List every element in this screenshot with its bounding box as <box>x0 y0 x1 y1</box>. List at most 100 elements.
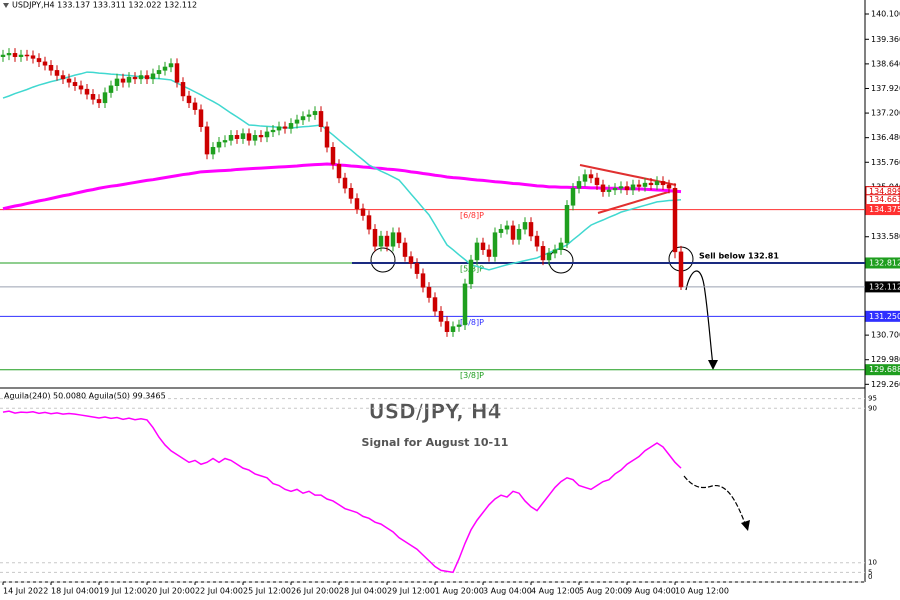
candle-body <box>66 78 72 83</box>
candle-body <box>0 54 6 57</box>
candle-body <box>300 116 306 121</box>
candle-body <box>672 187 678 253</box>
candle-body <box>84 88 90 95</box>
y-tick-label: 129.980 <box>871 355 900 364</box>
candle-body <box>336 164 342 179</box>
candle-body <box>324 126 330 148</box>
candle-body <box>252 135 258 141</box>
candle-body <box>294 119 300 124</box>
chart-title: USD/JPY, H4 <box>368 400 501 424</box>
x-tick-label: 3 Aug 04:00 <box>483 587 532 596</box>
candle-body <box>654 181 660 186</box>
candle-body <box>114 78 120 86</box>
arrow-head <box>708 360 718 370</box>
candle-body <box>378 235 384 247</box>
indicator-header: Aguila(240) 50.0080 Aguila(50) 99.3465 <box>4 392 166 401</box>
candle-body <box>144 75 150 80</box>
y-tick-label: 136.480 <box>871 133 900 142</box>
candle-body <box>348 187 354 199</box>
candle-body <box>120 78 126 83</box>
candle-body <box>258 135 264 138</box>
candle-body <box>342 177 348 189</box>
candle-body <box>354 198 360 209</box>
candle-body <box>96 99 102 104</box>
x-tick-label: 14 Jul 2022 <box>3 587 48 596</box>
price-tag-label: 134.899 <box>869 187 900 196</box>
arrow-head <box>741 520 750 531</box>
candle-body <box>558 242 564 250</box>
y-tick-label: 10 <box>868 559 877 567</box>
candle-body <box>246 133 252 141</box>
candle-body <box>186 95 192 104</box>
x-tick-label: 22 Jul 04:00 <box>195 587 243 596</box>
arrow-path <box>683 475 747 527</box>
candle-body <box>456 324 462 327</box>
x-tick-label: 10 Aug 12:00 <box>675 587 729 596</box>
x-tick-label: 25 Jul 12:00 <box>243 587 291 596</box>
y-tick-label: 133.580 <box>871 232 900 241</box>
level-label: [3/8]P <box>460 371 484 380</box>
x-tick-label: 29 Jul 12:00 <box>387 587 435 596</box>
candle-body <box>648 182 654 186</box>
candle-body <box>402 242 408 257</box>
candle-body <box>306 114 312 117</box>
price-tag-label: 131.250 <box>869 312 900 321</box>
candle-body <box>162 66 168 71</box>
candle-body <box>330 146 336 165</box>
chart-header: USDJPY,H4 133.137 133.311 132.022 132.11… <box>12 1 197 10</box>
price-tag <box>865 310 900 322</box>
x-tick-label: 20 Jul 20:00 <box>147 587 195 596</box>
sell-annotation: Sell below 132.81 <box>699 252 779 261</box>
candle-body <box>552 249 558 254</box>
candle-body <box>150 73 156 80</box>
y-tick-label: 137.920 <box>871 84 900 93</box>
y-tick-label: 140.100 <box>871 10 900 19</box>
x-tick-label: 19 Jul 12:00 <box>99 587 147 596</box>
candle-body <box>468 259 474 285</box>
candle-body <box>546 252 552 261</box>
x-tick-label: 18 Jul 04:00 <box>51 587 99 596</box>
price-tag-label: 129.688 <box>869 365 900 374</box>
candle-body <box>450 326 456 332</box>
y-tick-label: 0 <box>868 573 872 581</box>
candle-body <box>318 111 324 127</box>
candle-body <box>72 82 78 86</box>
price-tag <box>865 281 900 293</box>
candle-body <box>108 85 114 93</box>
candle-body <box>156 70 162 75</box>
candle-body <box>474 242 480 261</box>
candle-body <box>168 63 174 68</box>
indicator-line <box>2 410 682 574</box>
candle-body <box>312 111 318 116</box>
candle-body <box>102 92 108 104</box>
candle-body <box>42 61 48 66</box>
x-tick-label: 28 Jul 04:00 <box>339 587 387 596</box>
candle-body <box>462 283 468 326</box>
candle-body <box>438 310 444 322</box>
candle-body <box>564 205 570 244</box>
price-tag-label: 132.112 <box>869 282 900 291</box>
x-tick-label: 4 Aug 12:00 <box>531 587 580 596</box>
candle-body <box>126 76 132 83</box>
candle-body <box>408 256 414 264</box>
candle-body <box>528 222 534 237</box>
y-tick-label: 139.360 <box>871 35 900 44</box>
candle-body <box>600 184 606 192</box>
candle-body <box>264 131 270 138</box>
candle-body <box>618 186 624 189</box>
candle-body <box>492 232 498 257</box>
candle-body <box>396 232 402 244</box>
candle-body <box>366 215 372 230</box>
candle-body <box>6 53 12 56</box>
candle-body <box>48 64 54 71</box>
candle-body <box>588 174 594 179</box>
candle-body <box>444 321 450 332</box>
x-tick-label: 26 Jul 20:00 <box>291 587 339 596</box>
candle-body <box>270 129 276 133</box>
candle-body <box>24 54 30 57</box>
candle-body <box>198 109 204 127</box>
header-icon <box>3 3 9 8</box>
price-tag <box>865 257 900 269</box>
